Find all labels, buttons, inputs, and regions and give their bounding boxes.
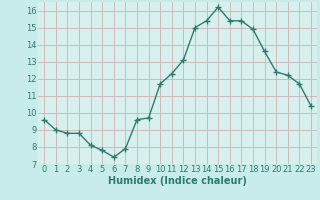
- X-axis label: Humidex (Indice chaleur): Humidex (Indice chaleur): [108, 176, 247, 186]
